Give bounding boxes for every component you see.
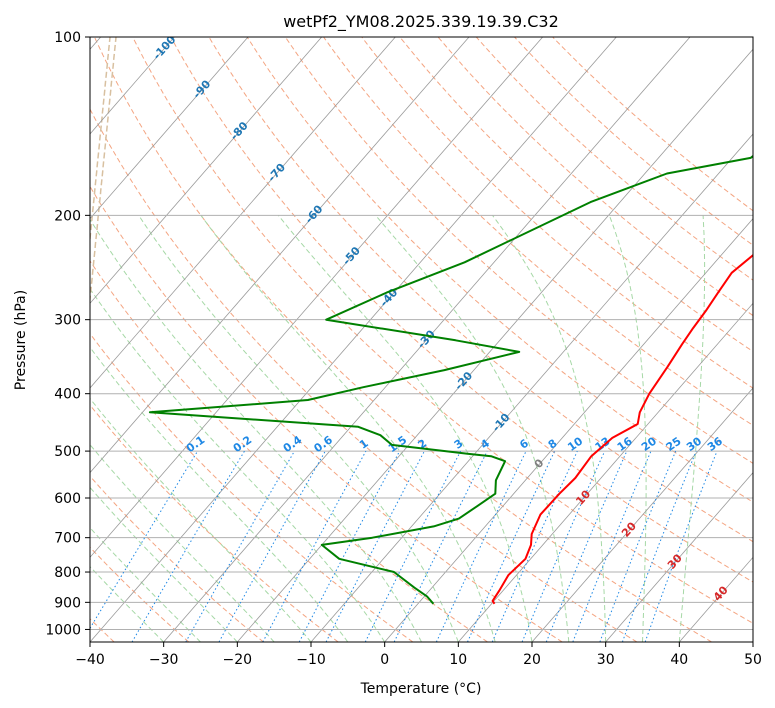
y-axis-label: Pressure (hPa) (13, 290, 29, 390)
chart-title: wetPf2_YM08.2025.339.19.39.C32 (283, 12, 559, 32)
y-tick-label: 1000 (45, 622, 81, 638)
x-tick-label: −10 (296, 652, 326, 668)
dry-adiabat-line (399, 37, 753, 353)
isotherm-line (458, 302, 753, 642)
mixing-ratio-line (599, 450, 677, 642)
isotherm-line (90, 37, 396, 389)
mixing-ratio-lines (90, 450, 718, 642)
y-tick-label: 700 (54, 531, 81, 547)
y-tick-label: 300 (54, 313, 81, 329)
isotherm-line (310, 133, 753, 642)
moist-adiabat-line (375, 214, 570, 642)
isotherm-line (237, 48, 753, 642)
isotherm-line (531, 387, 753, 642)
dry-adiabats (90, 37, 753, 642)
dry-adiabat-line (90, 108, 638, 642)
moist-adiabat-line (90, 287, 386, 642)
moist-adiabat-line (678, 215, 706, 642)
mixing-ratio-line (644, 450, 718, 642)
y-tick-label: 900 (54, 595, 81, 611)
dry-adiabat-line (246, 37, 753, 503)
zero-isotherm-curve-line (90, 37, 117, 308)
moist-adiabats (90, 214, 706, 642)
zero-isotherm-curve-line (90, 37, 111, 247)
isotherm-line (90, 37, 543, 558)
x-tick-label: 50 (744, 652, 762, 668)
mixing-ratio-line (621, 450, 697, 642)
dry-adiabat-line (90, 185, 563, 642)
isotherm-line (605, 472, 753, 642)
moist-adiabat-line (138, 215, 459, 642)
moist-adiabat-line (90, 565, 165, 642)
mixing-ratio-line (364, 450, 462, 642)
dry-adiabat-line (170, 37, 753, 583)
dry-adiabat-line (475, 37, 753, 281)
x-tick-label: 10 (449, 652, 467, 668)
mixing-ratio-line (298, 450, 401, 642)
y-tick-label: 500 (54, 444, 81, 460)
dry-adiabat-line (94, 37, 712, 642)
x-tick-label: −30 (149, 652, 179, 668)
mixing-ratio-line (90, 450, 199, 630)
plot-frame (89, 36, 754, 643)
moist-adiabat-line (277, 214, 533, 642)
moist-adiabat-line (200, 215, 496, 642)
isotherm-line (90, 37, 249, 220)
mixing-ratio-line (262, 450, 367, 642)
x-tick-label: 0 (380, 652, 389, 668)
moist-adiabat-line (90, 397, 312, 642)
isotherms (90, 37, 753, 642)
dry-adiabat-line (208, 37, 753, 543)
isotherm-line (90, 37, 617, 642)
dry-adiabat-line (284, 37, 753, 464)
y-tick-label: 800 (54, 565, 81, 581)
y-tick-label: 200 (54, 208, 81, 224)
x-tick-label: −40 (75, 652, 105, 668)
pressure-gridlines (90, 37, 753, 630)
y-tick-label: 100 (54, 30, 81, 46)
dry-adiabat-line (514, 37, 753, 246)
zero-isotherm-curve (90, 37, 117, 308)
moist-adiabat-line (90, 527, 201, 642)
x-tick-label: 30 (597, 652, 615, 668)
isotherm-line (90, 37, 322, 304)
moist-adiabat-line (90, 346, 349, 642)
axes: −40 −30 −20 −10 0 10 20 30 40 50 100 200 300 400 500 60… (45, 30, 762, 668)
moist-adiabat-line (90, 486, 238, 642)
dry-adiabat-line (90, 332, 414, 642)
x-tick-label: 40 (670, 652, 688, 668)
sounding-profiles (148, 154, 753, 605)
y-tick-label: 600 (54, 491, 81, 507)
moist-adiabat-line (90, 443, 275, 642)
moist-adiabat-line (608, 215, 647, 642)
x-tick-label: 20 (523, 652, 541, 668)
mixing-ratio-line (521, 450, 606, 642)
y-tick-label: 400 (54, 387, 81, 403)
mixing-ratio-line (545, 450, 628, 642)
dewpoint-profile-line (148, 154, 753, 605)
moist-adiabat-line (492, 215, 607, 642)
plot-area: 0.1 0.2 0.4 0.6 1 1.5 2 3 4 6 8 10 13 16 20 25 30 36-100-… (90, 37, 753, 642)
isotherm-line (163, 37, 691, 642)
mixing-ratio-line (218, 450, 326, 642)
isotherm-line (90, 37, 470, 474)
dry-adiabat-line (361, 37, 753, 389)
x-tick-label: −20 (223, 652, 253, 668)
temperature-profile-line (491, 253, 753, 605)
dry-adiabat-line (132, 37, 753, 624)
moist-adiabat-line (90, 218, 422, 642)
mixing-ratio-line (572, 450, 652, 642)
x-axis-label: Temperature (°C) (360, 681, 482, 697)
dry-adiabat-line (552, 37, 753, 212)
isotherm-line (384, 218, 753, 642)
dry-adiabat-line (323, 37, 753, 426)
